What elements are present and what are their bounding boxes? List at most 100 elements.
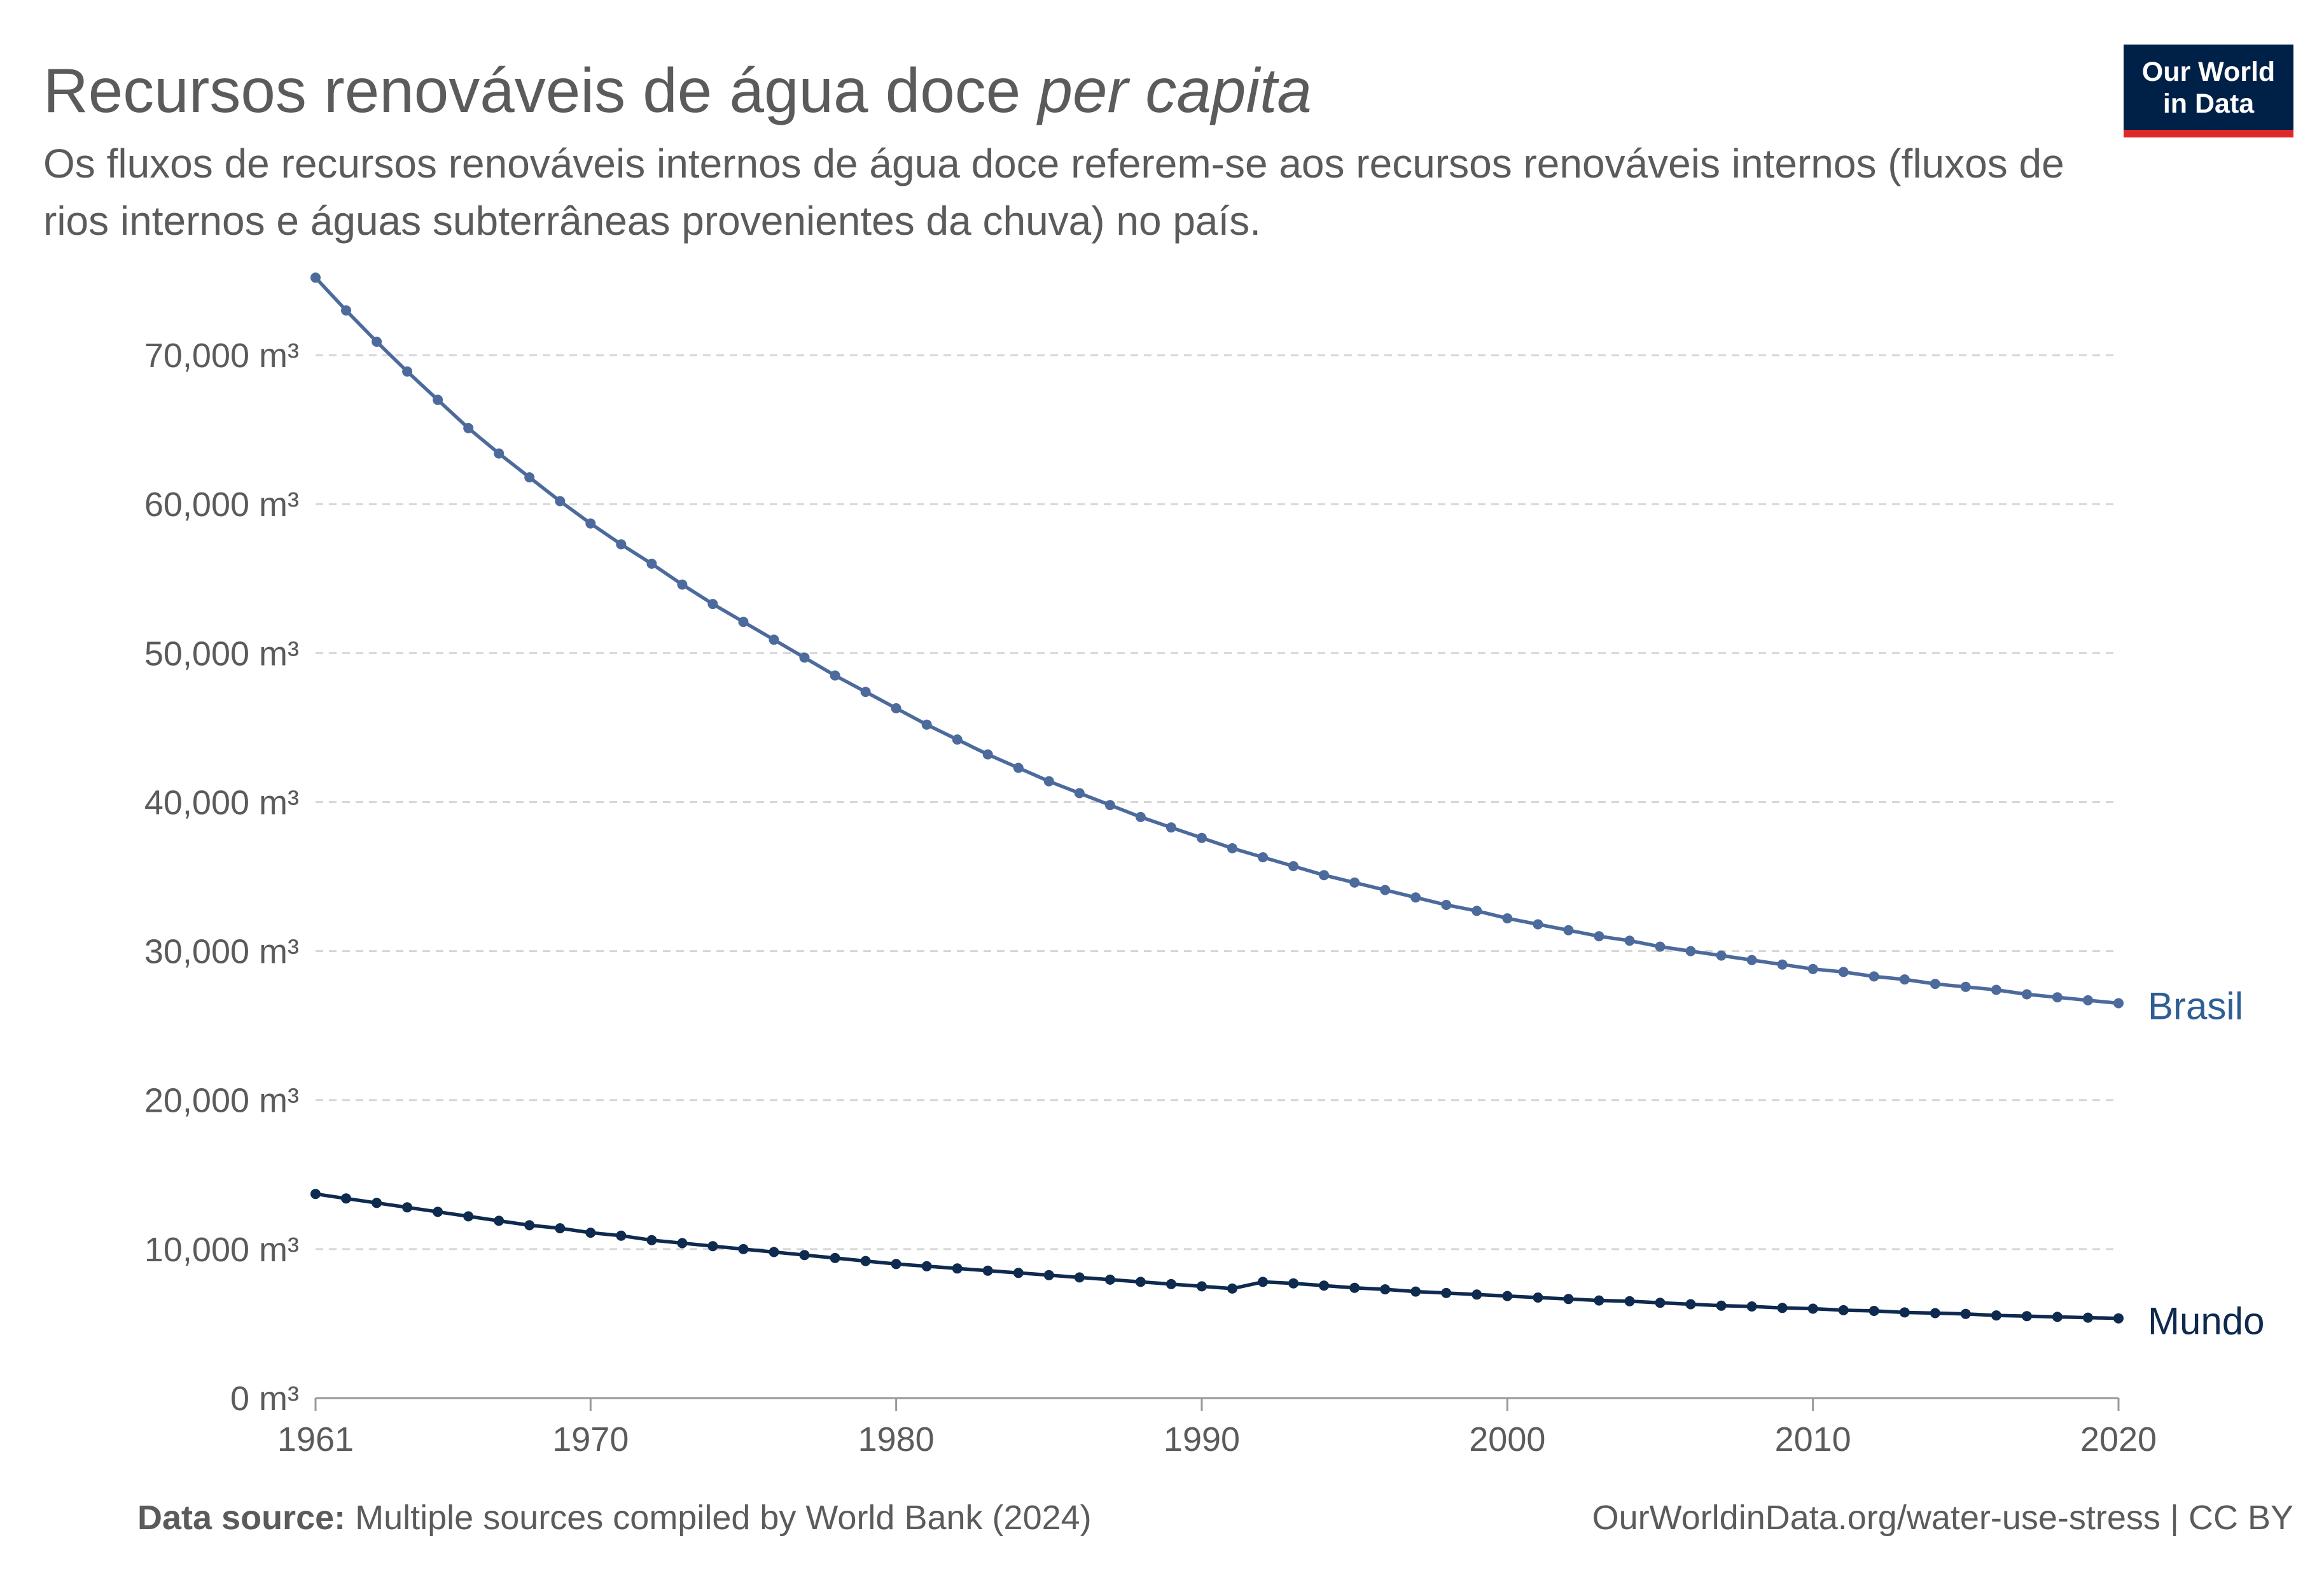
data-point-mundo (1746, 1301, 1757, 1312)
data-point-brasil (1410, 892, 1421, 903)
data-point-brasil (2113, 998, 2124, 1009)
data-point-brasil (1319, 870, 1330, 881)
y-tick-label: 50,000 m³ (144, 634, 299, 673)
data-point-mundo (1135, 1277, 1146, 1287)
y-tick-label: 10,000 m³ (144, 1231, 299, 1269)
data-point-mundo (1441, 1287, 1452, 1298)
data-point-brasil (1899, 974, 1910, 985)
data-point-brasil (1135, 811, 1146, 822)
data-point-brasil (1991, 984, 2001, 995)
data-point-brasil (1013, 762, 1024, 773)
data-point-brasil (921, 719, 932, 730)
data-point-mundo (1685, 1299, 1696, 1310)
data-point-brasil (799, 652, 810, 663)
y-tick-label: 40,000 m³ (144, 783, 299, 822)
data-point-mundo (677, 1238, 688, 1249)
data-point-mundo (2083, 1312, 2093, 1323)
data-point-brasil (982, 749, 993, 760)
x-tick-label: 1961 (277, 1420, 354, 1459)
data-point-brasil (2021, 989, 2032, 1000)
data-point-brasil (1716, 950, 1727, 961)
data-point-brasil (891, 703, 901, 713)
data-point-brasil (1930, 979, 1940, 990)
url-license[interactable]: OurWorldinData.org/water-use-stress | CC… (1592, 1499, 2293, 1537)
data-point-mundo (1349, 1282, 1360, 1293)
data-point-mundo (1624, 1296, 1635, 1306)
data-point-brasil (1868, 971, 1879, 982)
chart-subtitle: Os fluxos de recursos renováveis interno… (43, 141, 2064, 244)
data-source: Data source: Multiple sources compiled b… (137, 1498, 1092, 1537)
data-point-mundo (494, 1215, 504, 1226)
data-point-mundo (1930, 1308, 1940, 1319)
x-tick-label: 2000 (1469, 1420, 1545, 1459)
data-point-mundo (1960, 1308, 1971, 1319)
data-point-brasil (310, 272, 321, 283)
data-point-mundo (1227, 1283, 1237, 1294)
y-tick-label: 60,000 m³ (144, 486, 299, 524)
data-point-mundo (341, 1193, 351, 1204)
data-point-mundo (799, 1250, 810, 1261)
data-point-brasil (1960, 981, 1971, 992)
data-point-brasil (494, 448, 504, 459)
data-point-mundo (1502, 1291, 1513, 1301)
chart-title-main: Recursos renováveis de água doce (43, 55, 1038, 125)
logo-accent-bar (2124, 130, 2293, 137)
data-point-mundo (921, 1261, 932, 1271)
data-point-mundo (2021, 1311, 2032, 1322)
data-point-brasil (646, 558, 657, 569)
x-tick-label: 1970 (552, 1420, 629, 1459)
data-point-brasil (555, 496, 566, 507)
data-point-mundo (1777, 1303, 1788, 1313)
data-point-mundo (2052, 1312, 2063, 1322)
x-tick-label: 2020 (2080, 1420, 2157, 1459)
data-point-brasil (738, 617, 749, 627)
data-point-brasil (860, 687, 871, 697)
data-point-mundo (707, 1241, 718, 1252)
data-point-brasil (1533, 919, 1543, 930)
data-point-brasil (1502, 913, 1513, 924)
data-point-mundo (830, 1252, 840, 1263)
data-point-brasil (1624, 935, 1635, 946)
data-point-mundo (1013, 1268, 1024, 1278)
data-point-mundo (1655, 1298, 1666, 1308)
data-point-brasil (1807, 963, 1818, 974)
series-line-brasil (314, 276, 2119, 1005)
y-tick-label: 0 m³ (230, 1380, 299, 1418)
data-point-mundo (646, 1235, 657, 1245)
data-point-brasil (2052, 992, 2063, 1003)
data-point-brasil (1043, 776, 1054, 787)
data-point-brasil (1165, 822, 1176, 833)
data-point-mundo (2113, 1313, 2124, 1324)
series-label-brasil: Brasil (2148, 985, 2243, 1028)
chart-title-italic: per capita (1038, 55, 1312, 125)
data-point-mundo (1074, 1272, 1085, 1283)
data-source-label: Data source: (137, 1499, 346, 1537)
data-source-text: Multiple sources compiled by World Bank … (345, 1499, 1092, 1537)
data-point-brasil (402, 366, 413, 377)
data-point-mundo (1288, 1278, 1299, 1289)
data-point-mundo (1533, 1292, 1543, 1303)
data-point-mundo (1197, 1281, 1207, 1292)
data-point-mundo (372, 1198, 382, 1208)
data-point-brasil (1349, 877, 1360, 888)
data-point-brasil (952, 734, 963, 745)
data-point-brasil (463, 423, 474, 433)
data-point-brasil (830, 670, 840, 681)
data-point-brasil (1563, 925, 1574, 935)
data-point-brasil (1104, 800, 1115, 811)
data-point-mundo (555, 1223, 566, 1234)
y-tick-label: 70,000 m³ (144, 337, 299, 375)
y-tick-label: 30,000 m³ (144, 933, 299, 971)
x-tick-label: 1990 (1164, 1420, 1240, 1459)
data-point-mundo (310, 1189, 321, 1200)
data-point-mundo (1319, 1280, 1330, 1291)
data-point-mundo (433, 1207, 443, 1217)
data-point-mundo (585, 1228, 596, 1238)
data-point-brasil (1746, 955, 1757, 965)
data-point-brasil (1685, 946, 1696, 956)
data-point-mundo (1868, 1306, 1879, 1316)
owid-logo[interactable]: Our World in Data (2124, 45, 2293, 137)
data-point-mundo (860, 1256, 871, 1266)
data-point-brasil (1074, 788, 1085, 799)
data-point-mundo (1563, 1294, 1574, 1305)
